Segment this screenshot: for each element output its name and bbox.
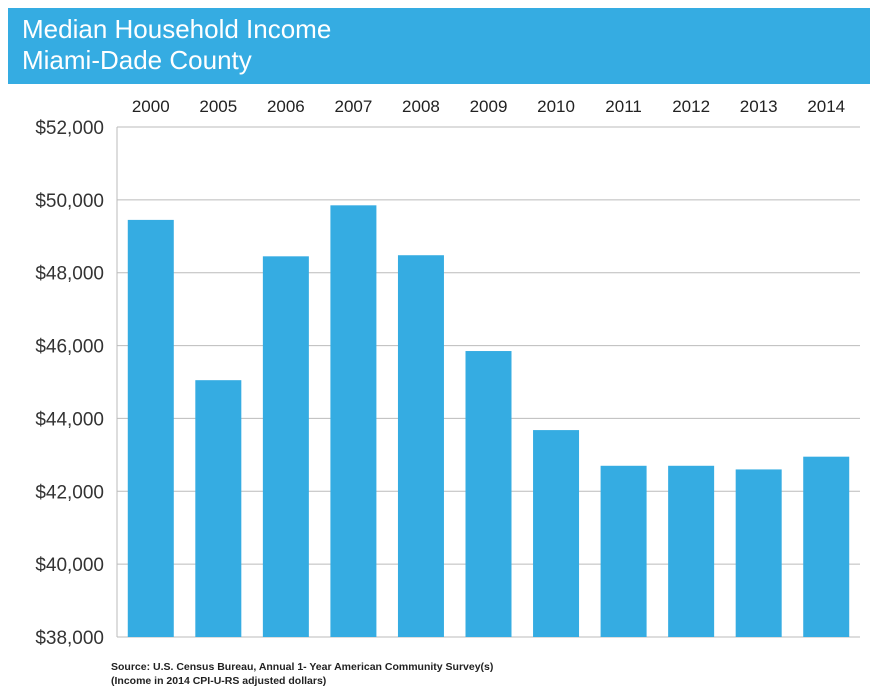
- y-tick-label: $50,000: [35, 191, 104, 212]
- chart-title-line-2: Miami-Dade County: [22, 45, 252, 75]
- source-line-1: Source: U.S. Census Bureau, Annual 1- Ye…: [111, 661, 494, 673]
- x-tick-label: 2014: [807, 97, 845, 116]
- bar: [668, 465, 715, 637]
- bar: [397, 255, 444, 637]
- x-tick-label: 2009: [470, 97, 508, 116]
- bar: [735, 469, 782, 637]
- x-tick-label: 2012: [672, 97, 710, 116]
- x-tick-label: 2008: [402, 97, 440, 116]
- bar: [533, 430, 580, 637]
- y-tick-label: $46,000: [35, 337, 104, 358]
- bar: [330, 205, 377, 638]
- source-line-2: (Income in 2014 CPI-U-RS adjusted dollar…: [111, 675, 327, 687]
- bar: [262, 256, 309, 637]
- y-tick-label: $44,000: [35, 409, 104, 430]
- chart-header: Median Household Income Miami-Dade Count…: [8, 8, 870, 84]
- bar: [127, 219, 174, 637]
- x-tick-label: 2006: [267, 97, 305, 116]
- x-tick-label: 2000: [132, 97, 170, 116]
- x-tick-label: 2007: [334, 97, 372, 116]
- x-tick-label: 2005: [199, 97, 237, 116]
- y-tick-label: $48,000: [35, 264, 104, 285]
- x-tick-label: 2011: [605, 97, 642, 116]
- y-tick-label: $38,000: [35, 628, 104, 649]
- y-tick-label: $52,000: [35, 118, 104, 139]
- chart-title-line-1: Median Household Income: [22, 14, 332, 44]
- bar: [465, 351, 512, 637]
- bar: [195, 380, 242, 637]
- y-tick-label: $42,000: [35, 482, 104, 503]
- y-tick-label: $40,000: [35, 555, 104, 576]
- x-tick-label: 2013: [740, 97, 778, 116]
- bar: [803, 456, 850, 637]
- source-note: Source: U.S. Census Bureau, Annual 1- Ye…: [111, 660, 493, 688]
- bar-chart: $38,000 $40,000 $42,000 $44,000 $46,000 $48,0…: [35, 97, 860, 649]
- x-tick-label: 2010: [537, 97, 575, 116]
- bar: [600, 465, 647, 637]
